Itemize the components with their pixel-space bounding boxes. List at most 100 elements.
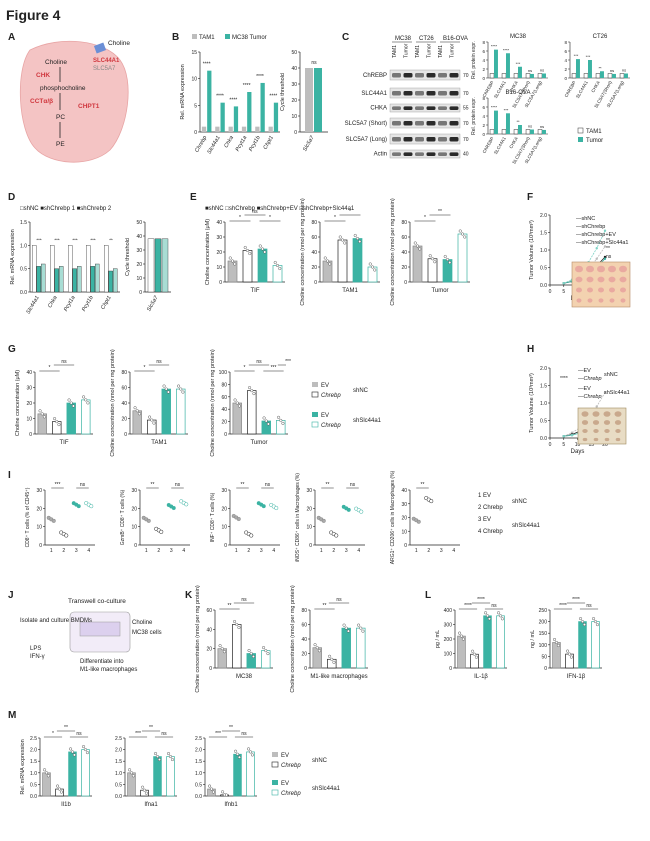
y-tick-label: 50 [136,220,142,226]
blot-band [403,73,413,78]
legend-swatch [272,780,278,785]
data-point [264,649,268,653]
sig-label: **** [216,94,224,100]
sig-label: *** [271,365,277,371]
sig-label: ns [528,124,532,129]
data-point [315,646,319,650]
data-point [211,790,215,794]
scatter-chart: 0 10 20 30 1 2 3 4 ** ns iNOS⁺ CD86⁺ cells in Macr… [295,473,365,562]
tumor-sample [593,429,599,433]
tumor-sample [615,437,621,442]
data-point [251,655,255,659]
sig-label: ** [606,246,610,252]
bar [257,248,268,283]
x-tick-label: 3 [260,548,263,554]
data-point [555,640,559,644]
tumor-sample [614,420,622,425]
y-tick-label: 150 [539,631,548,637]
bar [86,245,91,293]
data-point [429,499,434,504]
legend-swatch [271,789,279,796]
bar [489,73,495,79]
y-tick-label: 0 [564,76,567,81]
data-point [209,787,213,791]
sig-label: ns [252,209,258,215]
blot-band [449,121,459,126]
y-tick-label: 40 [121,401,127,407]
y-tick-label: 2.0 [30,748,37,754]
y-tick-label: 250 [539,608,548,614]
bar [591,621,600,669]
bar [255,126,260,132]
y-tick-label: 1.0 [540,401,547,407]
x-tick-label: 2 [247,548,250,554]
tumor-sample [604,437,610,442]
y-tick-label: 1.0 [30,771,37,777]
y-tick-label: 0.5 [20,267,27,273]
y-tick-label: 1.0 [540,248,547,254]
mw-label: 70 [463,73,469,79]
panel-d-chart: 0.0 0.5 1.0 1.5 *** Slc44a1 *** Chka *** Pcyt1a **… [10,220,171,315]
data-point [184,502,189,507]
data-point [40,412,44,416]
data-point [164,387,168,391]
data-point [433,260,437,264]
protein-chart: CT2602468***ChREBP***SLC44A1**CHKAnsSLC5… [564,34,630,109]
bar [483,615,492,669]
data-point [463,235,467,239]
data-point [344,626,348,630]
bar [576,59,580,78]
x-tick-label: Chpt1 [263,135,276,151]
data-point [313,643,317,647]
tumor-sample [586,265,594,273]
data-point [484,611,488,615]
panel-letter: B [172,32,179,43]
y-tick-label: 0 [482,76,485,81]
data-point [170,758,174,762]
data-point [458,229,462,233]
blot-band [403,91,413,96]
tumor-sample [597,276,605,283]
blot-band [415,106,424,110]
pe-label: PE [56,141,65,148]
data-point [82,745,86,749]
chk-label: CHK [36,72,50,79]
bar [578,621,587,669]
legend-swatch [577,127,584,134]
lane-label: Tumor [450,43,456,58]
sig-label: ns [610,68,614,73]
bar [537,73,543,79]
choline-chart: 0 10 20 30 40 Choline concentration (μM) TIF * n… [205,209,285,294]
mrna-chart: 0.0 0.5 1.0 1.5 2.0 2.5 Rel. mRNA expression Il… [20,725,92,808]
data-point [235,401,239,405]
y-tick-label: 10 [291,114,297,120]
x-tick-label: 15 [588,442,594,448]
legend-swatch [311,421,319,428]
x-tick-label: Chka [223,135,235,149]
legend-swatch [312,382,318,387]
data-point [486,614,490,618]
y-tick-label: 2.5 [195,736,202,742]
bar [66,402,76,435]
y-tick-label: 200 [444,637,453,643]
blot-band [426,73,436,78]
data-point [46,774,50,778]
data-point [237,404,241,408]
panel-letter: G [8,344,16,355]
bar [228,126,233,132]
data-point [357,623,361,627]
sig-label: ** [151,482,155,488]
scatter-chart: 0 10 20 30 40 1 2 3 4 ** ARG1⁺ CD206⁺ cells in Mac… [390,470,460,564]
x-axis-label: TAM1 [342,288,358,294]
data-point [317,649,321,653]
lane-label: TAM1 [415,45,421,58]
tumor-sample [608,276,616,283]
band-label: SLC5A7 (Long) [346,137,387,143]
panel-letter: C [342,32,349,43]
data-point [234,749,238,753]
y-tick-label: 0.0 [30,794,37,800]
data-point [338,235,342,239]
bar [36,266,41,293]
y-tick-label: 1.5 [540,231,547,237]
x-tick-label: 3 [345,548,348,554]
